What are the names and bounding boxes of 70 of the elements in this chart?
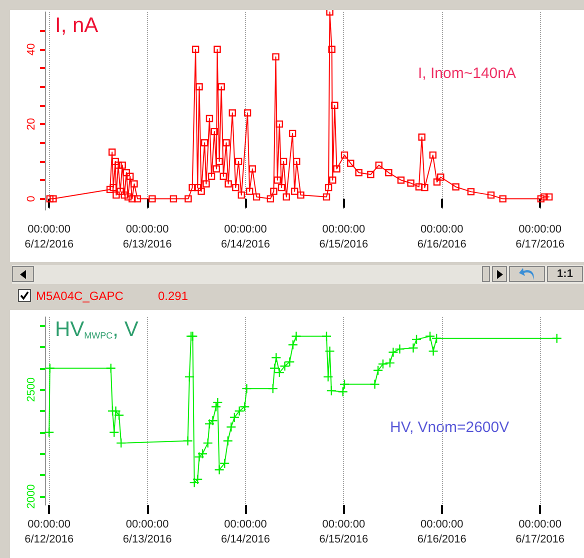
point — [268, 383, 278, 394]
x-tick-label: 00:00:00 6/16/2016 — [417, 224, 466, 250]
text: 1:1 — [547, 266, 583, 282]
point — [378, 358, 388, 370]
point — [182, 436, 193, 446]
text: M5A04C_GAPC — [36, 289, 124, 303]
point — [321, 331, 332, 342]
x-tick-label: 00:00:00 6/12/2016 — [24, 518, 74, 546]
x-tick-label: 00:00:00 6/13/2016 — [122, 518, 172, 546]
point — [411, 334, 422, 345]
point — [220, 458, 230, 468]
point — [324, 346, 335, 356]
point — [229, 412, 240, 423]
point — [214, 464, 224, 475]
point — [372, 365, 384, 376]
point — [202, 438, 213, 448]
point — [194, 452, 204, 462]
point — [189, 477, 200, 488]
point — [212, 397, 223, 408]
chart-title: I, nA — [55, 14, 98, 37]
point — [288, 340, 298, 350]
point — [384, 358, 396, 368]
point — [339, 379, 350, 390]
point — [428, 346, 438, 356]
point — [106, 363, 116, 374]
point — [552, 333, 562, 344]
chart-title: HVMWPC, V — [55, 318, 138, 341]
point — [326, 386, 337, 396]
y-tick-label: 0 — [26, 196, 38, 202]
point — [408, 342, 418, 354]
x-tick-label: 00:00:00 6/13/2016 — [122, 224, 172, 250]
x-tick-label: 00:00:00 6/17/2016 — [516, 518, 565, 546]
point — [370, 379, 380, 390]
point — [284, 356, 295, 367]
point — [210, 402, 222, 412]
point — [291, 331, 302, 342]
point — [388, 347, 398, 358]
annotation: HV, Vnom=2600V — [390, 419, 510, 436]
y-tick-label: 40 — [26, 43, 38, 56]
point — [280, 361, 290, 372]
point — [226, 422, 236, 432]
x-tick-label: 00:00:00 6/12/2016 — [24, 224, 74, 250]
point — [271, 352, 282, 363]
point — [208, 416, 218, 426]
text: 0.291 — [158, 289, 188, 303]
point — [222, 436, 233, 446]
x-tick-label: 00:00:00 6/17/2016 — [516, 224, 565, 250]
point — [240, 402, 250, 412]
point — [204, 418, 215, 429]
annotation: I, Inom~140nA — [418, 65, 516, 82]
y-tick-label: 2500 — [26, 377, 38, 402]
x-tick-label: 00:00:00 6/15/2016 — [319, 518, 368, 546]
point — [116, 438, 126, 448]
point — [44, 427, 54, 438]
x-tick-label: 00:00:00 6/14/2016 — [221, 518, 270, 546]
point — [234, 406, 244, 416]
y-tick-label: 2000 — [26, 484, 38, 509]
point — [184, 372, 195, 382]
point — [109, 427, 120, 438]
point — [192, 474, 203, 484]
x-tick-label: 00:00:00 6/14/2016 — [221, 224, 270, 250]
point — [110, 406, 121, 416]
x-tick-label: 00:00:00 6/16/2016 — [417, 518, 466, 546]
y-tick-label: 20 — [26, 118, 38, 130]
point — [242, 383, 252, 394]
point — [323, 372, 334, 382]
point — [338, 386, 348, 397]
point — [197, 448, 208, 459]
point — [394, 344, 405, 354]
x-tick-label: 00:00:00 6/15/2016 — [319, 224, 368, 250]
